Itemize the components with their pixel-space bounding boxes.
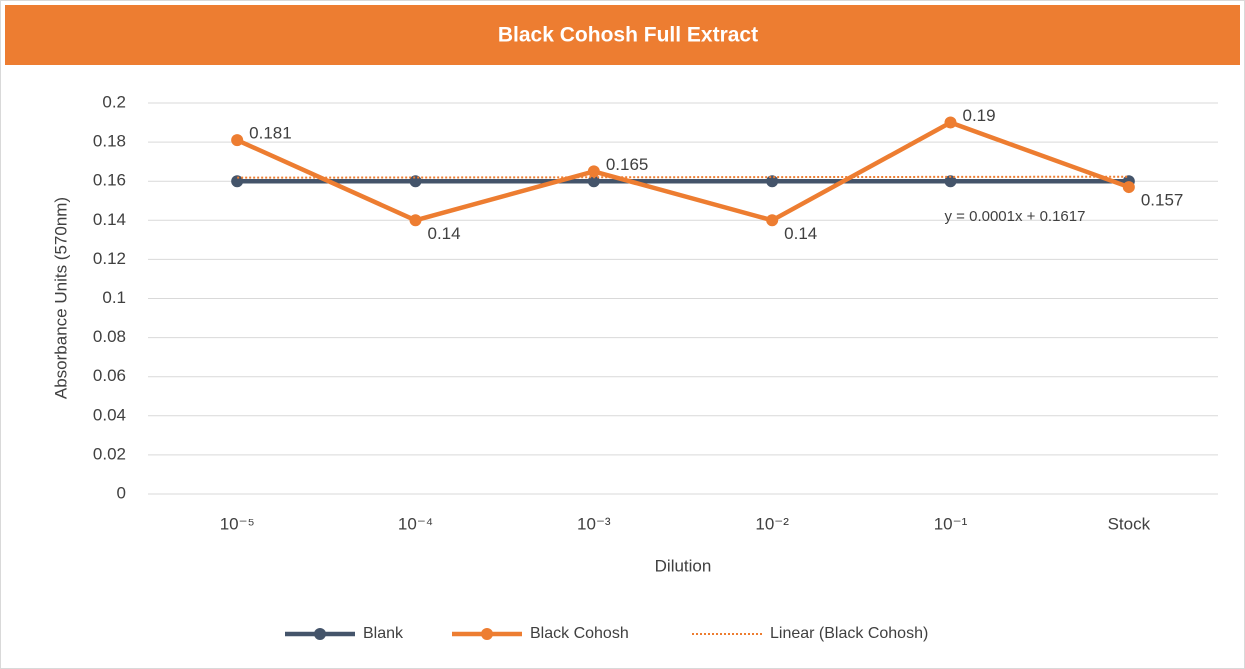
x-tick-label: 10⁻⁵ bbox=[220, 514, 255, 533]
x-tick-label: 10⁻¹ bbox=[934, 514, 968, 533]
y-tick-label: 0.04 bbox=[93, 405, 126, 424]
data-point bbox=[766, 175, 779, 188]
legend-label: Black Cohosh bbox=[530, 625, 629, 642]
data-point bbox=[409, 175, 422, 188]
x-tick-label: 10⁻³ bbox=[577, 514, 611, 533]
y-tick-label: 0.14 bbox=[93, 210, 126, 229]
title-band bbox=[5, 5, 1240, 65]
legend-marker bbox=[481, 628, 493, 640]
y-tick-label: 0 bbox=[117, 483, 126, 502]
data-label: 0.14 bbox=[784, 224, 817, 243]
data-label: 0.19 bbox=[963, 106, 996, 125]
x-tick-label: 10⁻⁴ bbox=[398, 514, 433, 533]
y-axis-title: Absorbance Units (570nm) bbox=[51, 197, 70, 399]
data-label: 0.157 bbox=[1141, 191, 1184, 210]
y-tick-label: 0.08 bbox=[93, 327, 126, 346]
x-axis-title: Dilution bbox=[655, 556, 712, 575]
y-tick-label: 0.1 bbox=[102, 288, 126, 307]
y-tick-label: 0.06 bbox=[93, 366, 126, 385]
data-point bbox=[231, 134, 244, 147]
y-tick-label: 0.18 bbox=[93, 132, 126, 151]
y-tick-label: 0.2 bbox=[102, 92, 126, 111]
data-point bbox=[944, 175, 957, 188]
legend-label: Linear (Black Cohosh) bbox=[770, 625, 928, 642]
data-point bbox=[1122, 181, 1135, 194]
data-point bbox=[944, 116, 957, 129]
data-point bbox=[587, 165, 600, 178]
data-label: 0.165 bbox=[606, 155, 649, 174]
x-tick-label: 10⁻² bbox=[755, 514, 789, 533]
data-label: 0.181 bbox=[249, 124, 292, 143]
legend-marker bbox=[314, 628, 326, 640]
trendline bbox=[237, 175, 1129, 179]
y-tick-label: 0.12 bbox=[93, 249, 126, 268]
legend-label: Blank bbox=[363, 625, 404, 642]
chart-title: Black Cohosh Full Extract bbox=[498, 24, 758, 47]
x-tick-label: Stock bbox=[1108, 514, 1151, 533]
series-line bbox=[236, 120, 1130, 223]
data-point bbox=[409, 214, 422, 227]
data-label: 0.14 bbox=[428, 224, 461, 243]
y-tick-label: 0.16 bbox=[93, 171, 126, 190]
data-point bbox=[766, 214, 779, 227]
y-tick-label: 0.02 bbox=[93, 444, 126, 463]
data-point bbox=[231, 175, 244, 188]
trendline-equation: y = 0.0001x + 0.1617 bbox=[945, 208, 1086, 225]
